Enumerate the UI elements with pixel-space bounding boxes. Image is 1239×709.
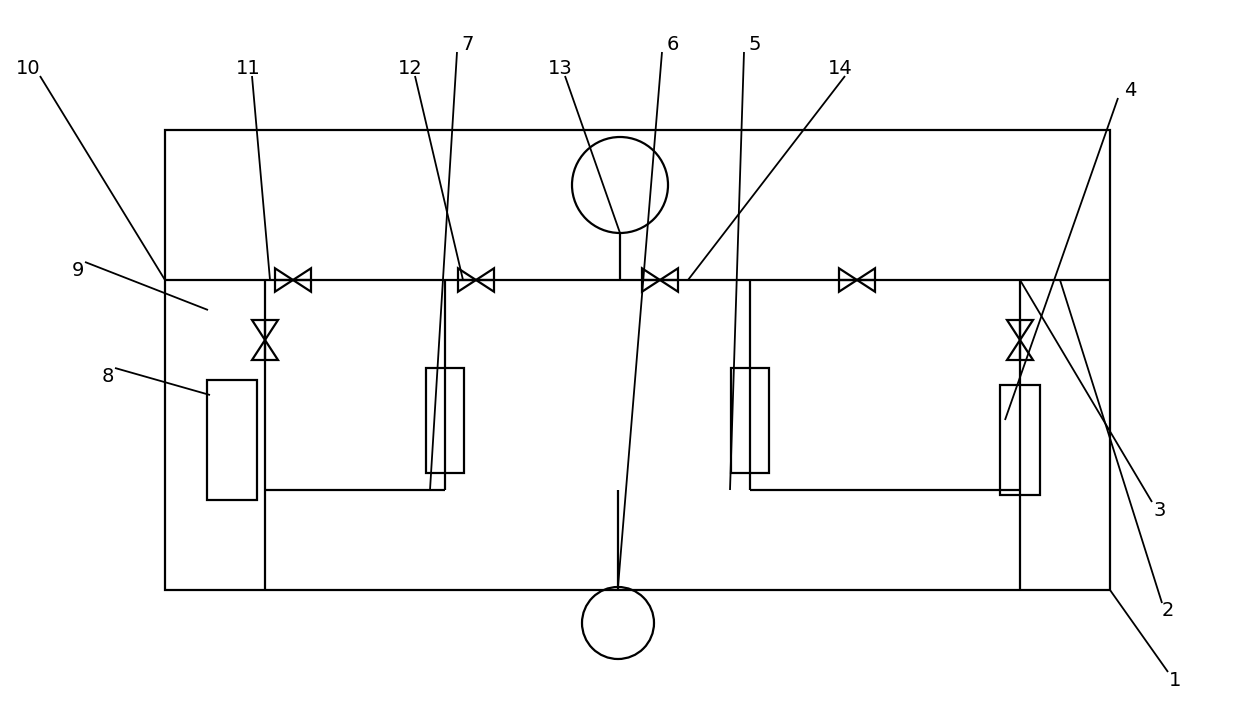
Text: 14: 14 (828, 59, 852, 77)
Text: 5: 5 (748, 35, 761, 53)
Bar (426, 367, 463, 472)
Text: 7: 7 (462, 35, 475, 53)
Text: 12: 12 (398, 59, 422, 77)
Bar (731, 367, 769, 472)
Text: 9: 9 (72, 260, 84, 279)
Text: 3: 3 (1154, 501, 1166, 520)
Text: 1: 1 (1168, 671, 1181, 689)
Text: 11: 11 (235, 59, 260, 77)
Bar (1000, 385, 1040, 495)
Text: 2: 2 (1162, 601, 1175, 620)
Bar (165, 130, 1110, 590)
Bar (207, 380, 256, 500)
Text: 8: 8 (102, 367, 114, 386)
Text: 10: 10 (16, 59, 41, 77)
Text: 13: 13 (548, 59, 572, 77)
Text: 6: 6 (667, 35, 679, 53)
Text: 4: 4 (1124, 81, 1136, 99)
